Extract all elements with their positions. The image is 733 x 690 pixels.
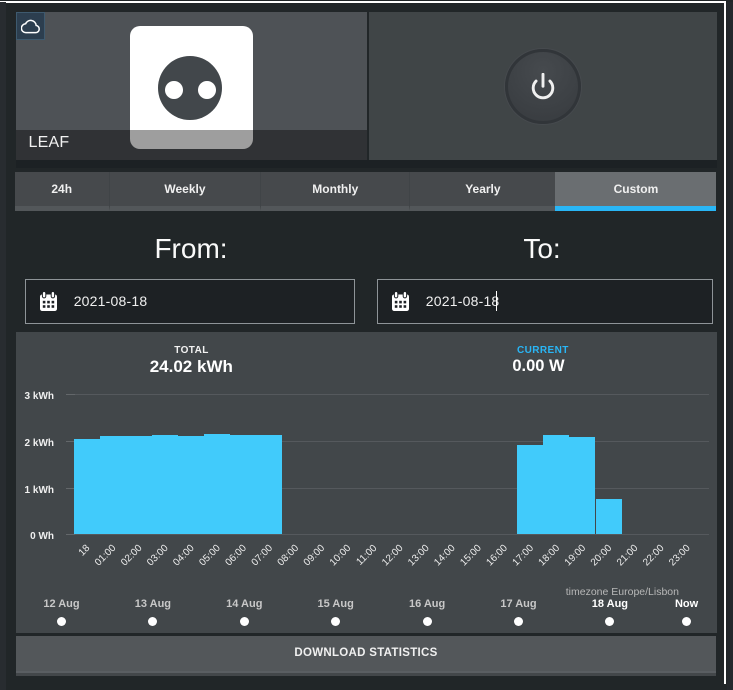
svg-text:12:00: 12:00 [380, 543, 406, 569]
svg-text:02:00: 02:00 [119, 543, 145, 569]
svg-text:10:00: 10:00 [328, 543, 354, 569]
svg-text:15:00: 15:00 [458, 543, 484, 569]
svg-text:18:00: 18:00 [537, 543, 563, 569]
svg-text:18: 18 [77, 543, 93, 559]
svg-text:11:00: 11:00 [354, 543, 379, 568]
svg-text:22:00: 22:00 [641, 543, 667, 569]
svg-text:20:00: 20:00 [589, 543, 615, 569]
svg-text:23:00: 23:00 [667, 543, 693, 569]
svg-text:16:00: 16:00 [484, 543, 510, 569]
svg-text:05:00: 05:00 [197, 543, 223, 569]
svg-text:01:00: 01:00 [93, 543, 119, 569]
svg-text:17:00: 17:00 [511, 543, 537, 569]
svg-text:04:00: 04:00 [171, 543, 197, 569]
svg-text:21:00: 21:00 [615, 543, 641, 569]
svg-text:14:00: 14:00 [432, 543, 458, 569]
svg-text:06:00: 06:00 [223, 543, 249, 569]
svg-text:07:00: 07:00 [250, 543, 276, 569]
svg-text:08:00: 08:00 [276, 543, 302, 569]
svg-text:13:00: 13:00 [406, 543, 432, 569]
svg-text:03:00: 03:00 [145, 543, 171, 569]
svg-text:09:00: 09:00 [302, 543, 328, 569]
svg-text:19:00: 19:00 [563, 543, 589, 569]
